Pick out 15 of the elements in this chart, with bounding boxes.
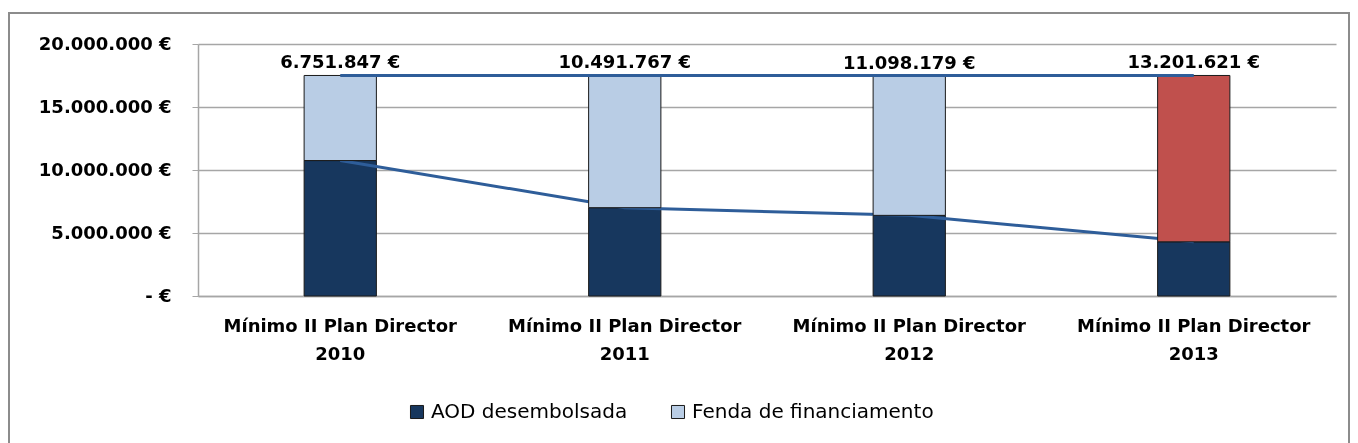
x-tick-label: Mínimo II Plan Director 2013 — [1077, 314, 1311, 364]
y-tick-label: 20.000.000 € — [38, 32, 172, 54]
data-label: 11.098.179 € — [842, 51, 976, 73]
legend-label: AOD desembolsada — [431, 399, 628, 423]
data-label: 6.751.847 € — [280, 51, 401, 73]
x-tick-label: Mínimo II Plan Director 2011 — [508, 314, 742, 364]
x-tick-label: Mínimo II Plan Director 2012 — [792, 314, 1027, 364]
y-tick-label: 15.000.000 € — [38, 95, 172, 117]
y-tick-label: 5.000.000 € — [51, 221, 172, 243]
y-tick-label: 10.000.000 € — [38, 158, 172, 180]
x-tick-label: Mínimo II Plan Director 2010 — [223, 314, 458, 364]
y-tick-label: - € — [145, 284, 172, 306]
data-label: 10.491.767 € — [558, 51, 692, 73]
data-label: 13.201.621 € — [1127, 51, 1261, 73]
legend-label: Fenda de financiamento — [692, 399, 934, 423]
